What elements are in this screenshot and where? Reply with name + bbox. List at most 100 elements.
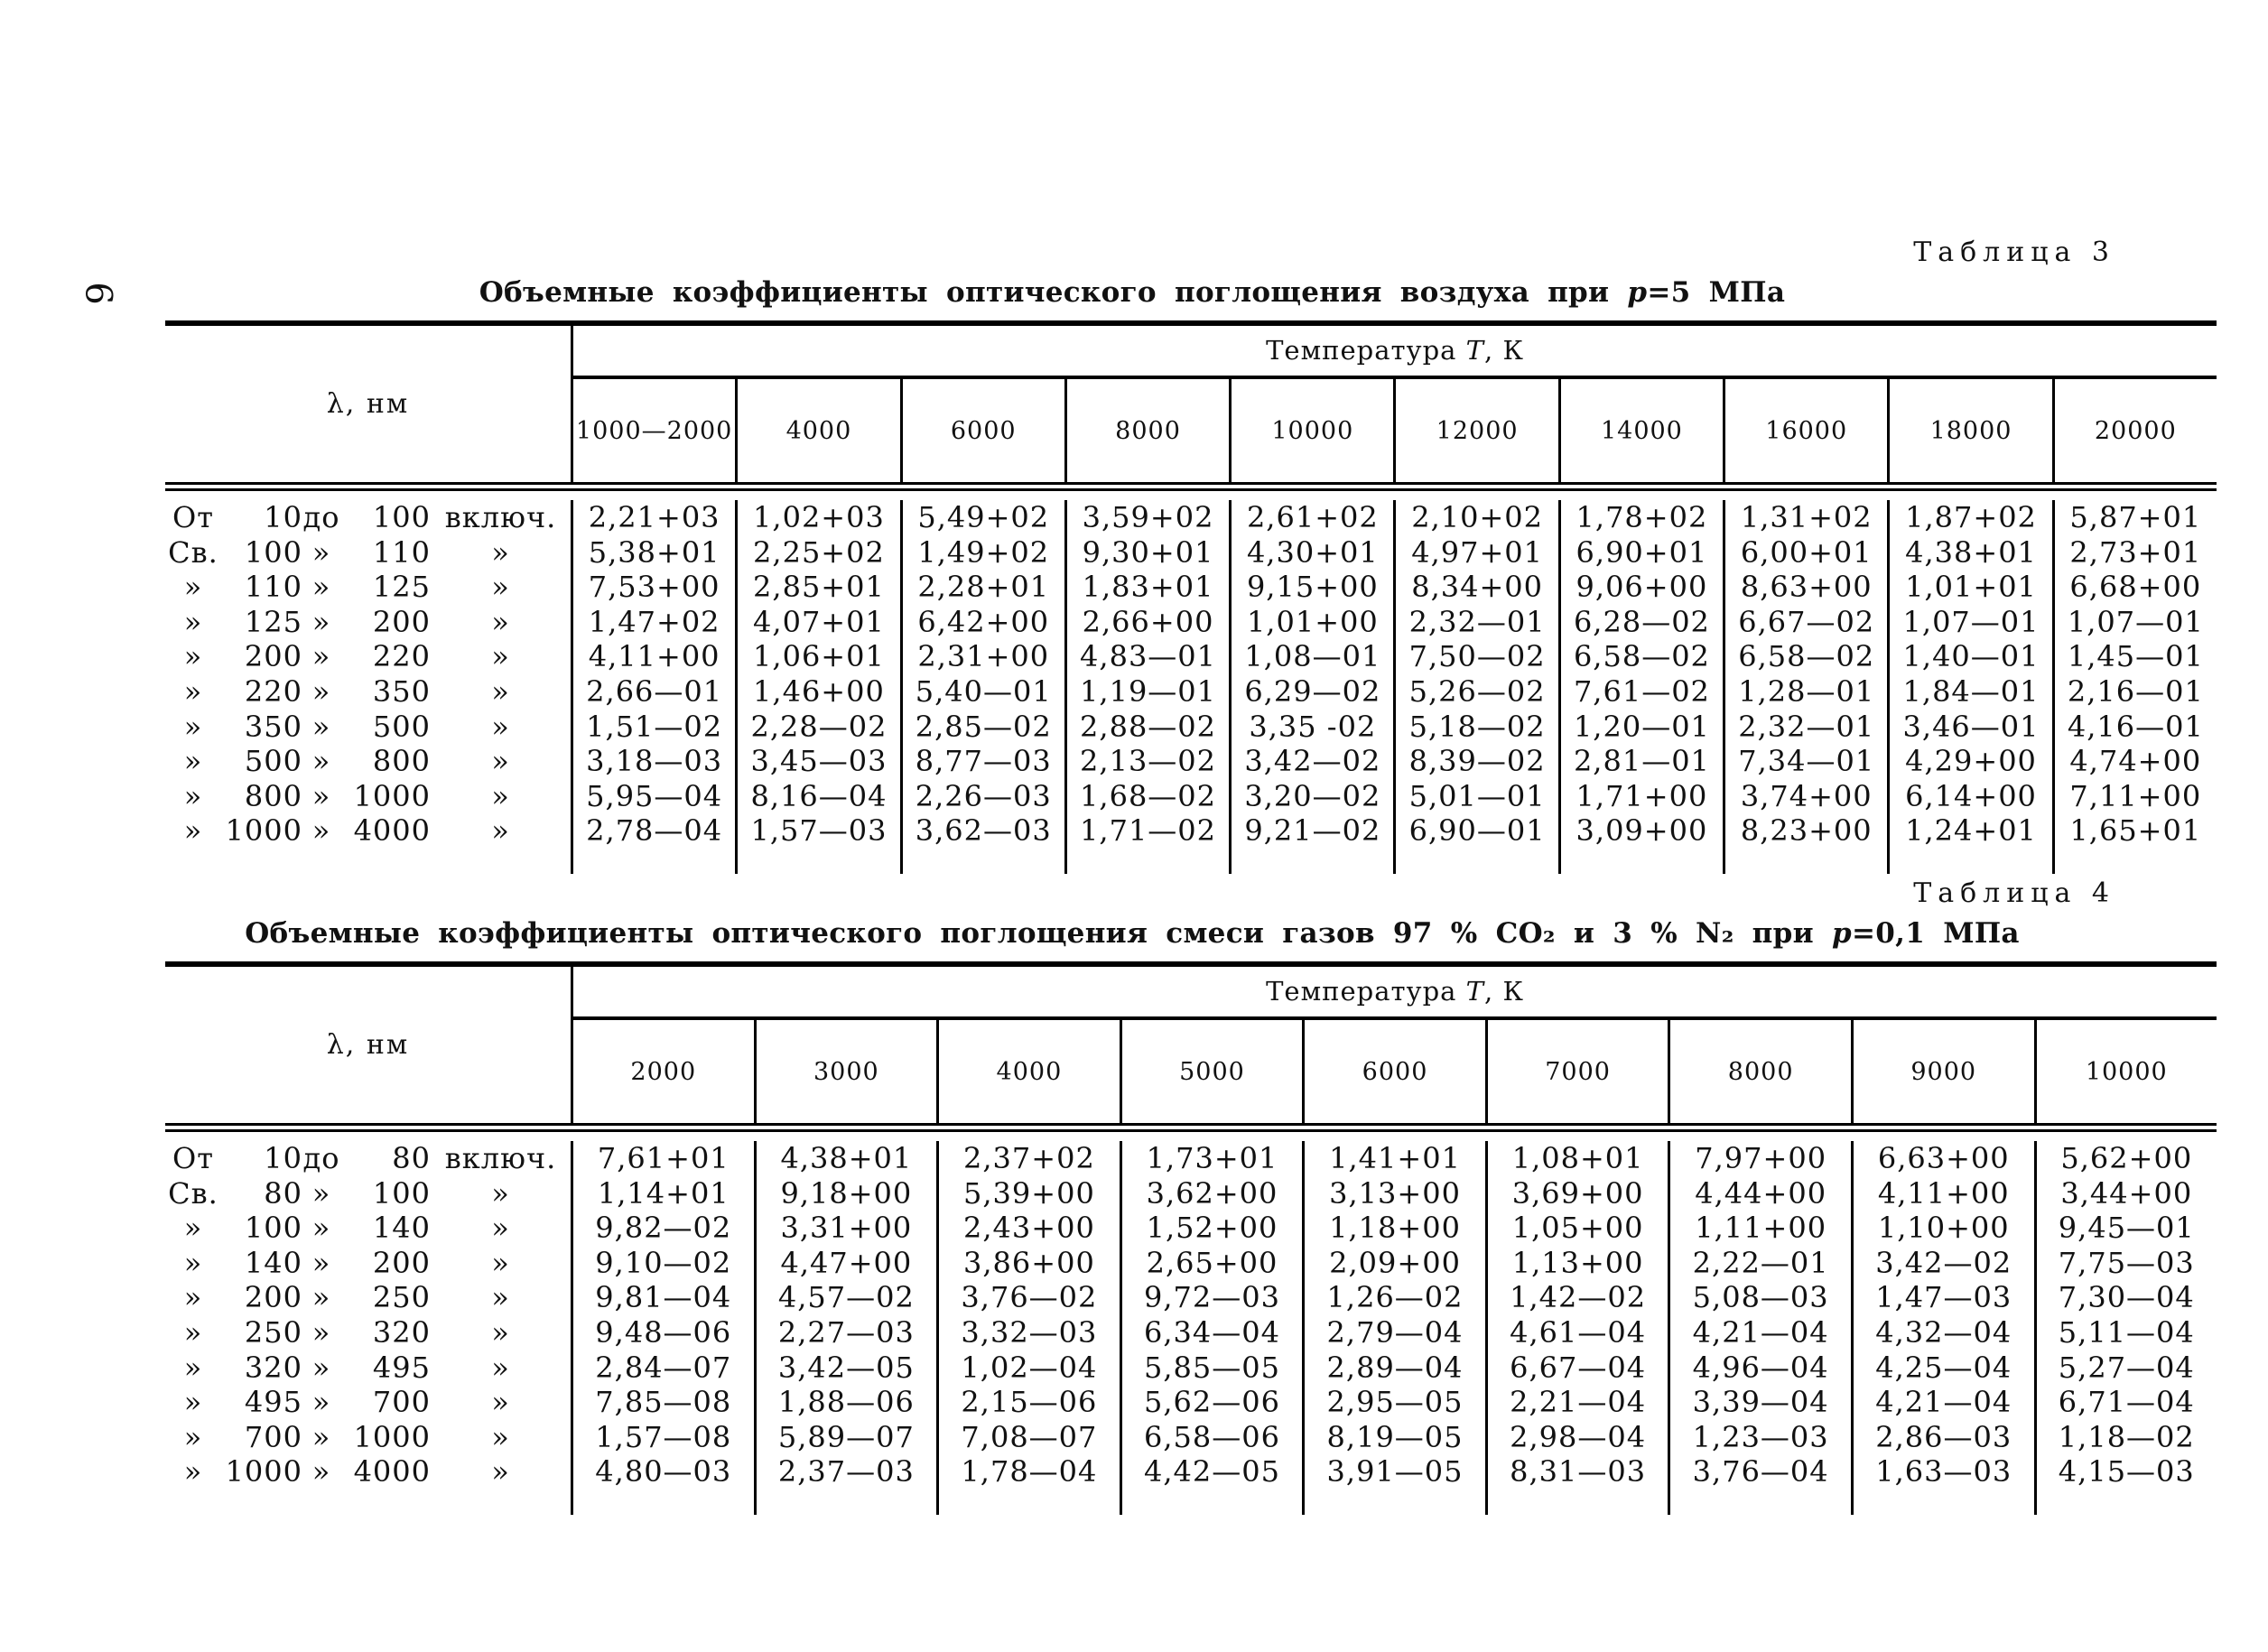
value-cell: 4,21—04 (1850, 1385, 2034, 1420)
value-cell: 2,81—01 (1557, 744, 1723, 779)
range-part: » (491, 1211, 510, 1246)
wavelength-range: » 100 » 140 » (165, 1211, 573, 1246)
wavelength-range: Св. 80» 100» (165, 1175, 573, 1211)
range-part: » (311, 570, 331, 605)
table3-temp-column-3: 6000 (899, 379, 1064, 482)
value-cell: 1,45—01 (2051, 639, 2217, 674)
value-cell: 1,47+02 (588, 604, 720, 639)
table3-temp-column-6: 12000 (1393, 379, 1557, 482)
value-cell: 2,84—07 (595, 1350, 732, 1385)
value-cell: 1,57—08 (595, 1419, 732, 1454)
value-cell: 6,90—01 (1393, 813, 1557, 875)
table3-row-4: » 125» 200» 1,47+02 4,07+01 6,42+00 2,66+00 1,0… (165, 604, 2217, 640)
table3-temp-column-7: 14000 (1557, 379, 1723, 482)
wavelength-range: » 1000» 4000» (165, 1454, 573, 1516)
value-cell: 4,42—05 (1119, 1454, 1303, 1516)
value-cell: 5,87+01 (2051, 500, 2217, 535)
table4-temp-column-1: 2000 (630, 1057, 697, 1086)
range-part: » (183, 570, 203, 605)
table3-temp-column-2: 4000 (735, 379, 899, 482)
temperature-header: Температура T, К (573, 967, 2217, 1020)
value-cell: 1,10+00 (1850, 1211, 2034, 1246)
range-part: » (491, 709, 510, 744)
range-part: 700 (244, 1419, 302, 1454)
value-cell: 6,67—02 (1723, 604, 1887, 640)
table3-row-3: » 110 » 125 » 7,53+00 2,85+01 2,28+01 1,83+01 9,1… (165, 570, 2217, 605)
wavelength-range: » 495 » 700 » (165, 1385, 573, 1420)
value-cell: 2,65+00 (1119, 1245, 1303, 1281)
range-part: » (491, 1175, 510, 1211)
value-cell: 1,71+00 (1557, 778, 1723, 814)
value-cell: 4,74+00 (2051, 744, 2217, 779)
range-part: включ. (444, 1141, 557, 1175)
value-cell: 1,11+00 (1668, 1211, 1851, 1246)
range-part: » (491, 673, 510, 709)
value-cell: 2,61+02 (1229, 500, 1393, 535)
value-cell: 1,18—02 (2033, 1419, 2217, 1455)
table4-row-2: Св. 80» 100» 1,14+01 9,18+00 5,39+00 3,62+00 3,… (165, 1175, 2217, 1211)
value-cell: 5,62+00 (2033, 1141, 2217, 1176)
range-part: 110 (372, 534, 431, 570)
value-cell: 9,72—03 (1119, 1280, 1303, 1315)
value-cell: 1,13+00 (1484, 1245, 1668, 1281)
value-cell: 1,02+03 (735, 500, 899, 535)
range-part: » (311, 778, 331, 813)
value-cell: 2,26—03 (899, 778, 1064, 814)
table4-caption: Таблица 4 (1913, 877, 2115, 909)
value-cell: 1,78—04 (936, 1454, 1120, 1516)
value-cell: 4,11+00 (1850, 1175, 2034, 1211)
range-part: От (172, 500, 214, 534)
range-part: » (491, 1314, 510, 1350)
range-part: » (183, 1350, 203, 1385)
value-cell: 1,07—01 (2051, 604, 2217, 640)
value-cell: 2,13—02 (1064, 744, 1229, 779)
value-cell: 1,40—01 (1887, 639, 2051, 674)
range-part: » (183, 813, 203, 849)
wavelength-range: » 1000» 4000» (165, 813, 573, 875)
range-part: » (311, 639, 331, 674)
value-cell: 5,95—04 (586, 778, 723, 813)
range-part: 1000 (225, 813, 302, 849)
wavelength-range: » 220» 350» (165, 673, 573, 710)
value-cell: 3,76—02 (936, 1280, 1120, 1315)
range-part: » (311, 1385, 331, 1420)
value-cell: 4,38+01 (1887, 534, 2051, 571)
range-part: 350 (244, 709, 302, 744)
range-part: » (183, 744, 203, 779)
wavelength-range: » 320 » 495 » (165, 1350, 573, 1386)
wavelength-range: От 10 до 80 включ. (165, 1141, 573, 1176)
range-part: Св. (168, 1175, 218, 1211)
range-part: 220 (244, 673, 302, 709)
table4-temp-column-8: 9000 (1850, 1020, 2034, 1123)
table3-row-1: От 10 до 100 включ. 2,21+03 1,02+03 5,49+02 3,59… (165, 500, 2217, 535)
range-part: » (183, 673, 203, 709)
value-cell: 5,26—02 (1393, 673, 1557, 710)
range-part: » (491, 1385, 510, 1420)
range-part: включ. (444, 500, 557, 534)
value-cell: 7,75—03 (2033, 1245, 2217, 1281)
value-cell: 4,44+00 (1668, 1175, 1851, 1211)
value-cell: 5,40—01 (899, 673, 1064, 710)
value-cell: 8,77—03 (899, 744, 1064, 779)
value-cell: 4,97+01 (1393, 534, 1557, 571)
range-part: От (172, 1141, 214, 1175)
value-cell: 2,15—06 (936, 1385, 1120, 1420)
table3-temp-column-1: 1000—2000 (575, 416, 733, 445)
value-cell: 6,63+00 (1850, 1141, 2034, 1176)
range-part: Св. (168, 534, 218, 570)
value-cell: 2,89—04 (1302, 1350, 1485, 1386)
range-part: 80 (392, 1141, 431, 1175)
value-cell: 1,83+01 (1064, 570, 1229, 605)
range-part: » (183, 709, 203, 744)
value-cell: 3,44+00 (2033, 1175, 2217, 1211)
range-part: » (311, 1211, 331, 1246)
wavelength-range: » 140 » 200 » (165, 1245, 573, 1281)
range-part: » (311, 1314, 331, 1350)
value-cell: 2,95—05 (1302, 1385, 1485, 1420)
value-cell: 7,53+00 (588, 570, 720, 605)
value-cell: 1,23—03 (1668, 1419, 1851, 1455)
value-cell: 2,31+00 (899, 639, 1064, 674)
range-part: 110 (244, 570, 302, 605)
value-cell: 8,34+00 (1393, 570, 1557, 605)
table3-temp-column-5: 10000 (1229, 379, 1393, 482)
